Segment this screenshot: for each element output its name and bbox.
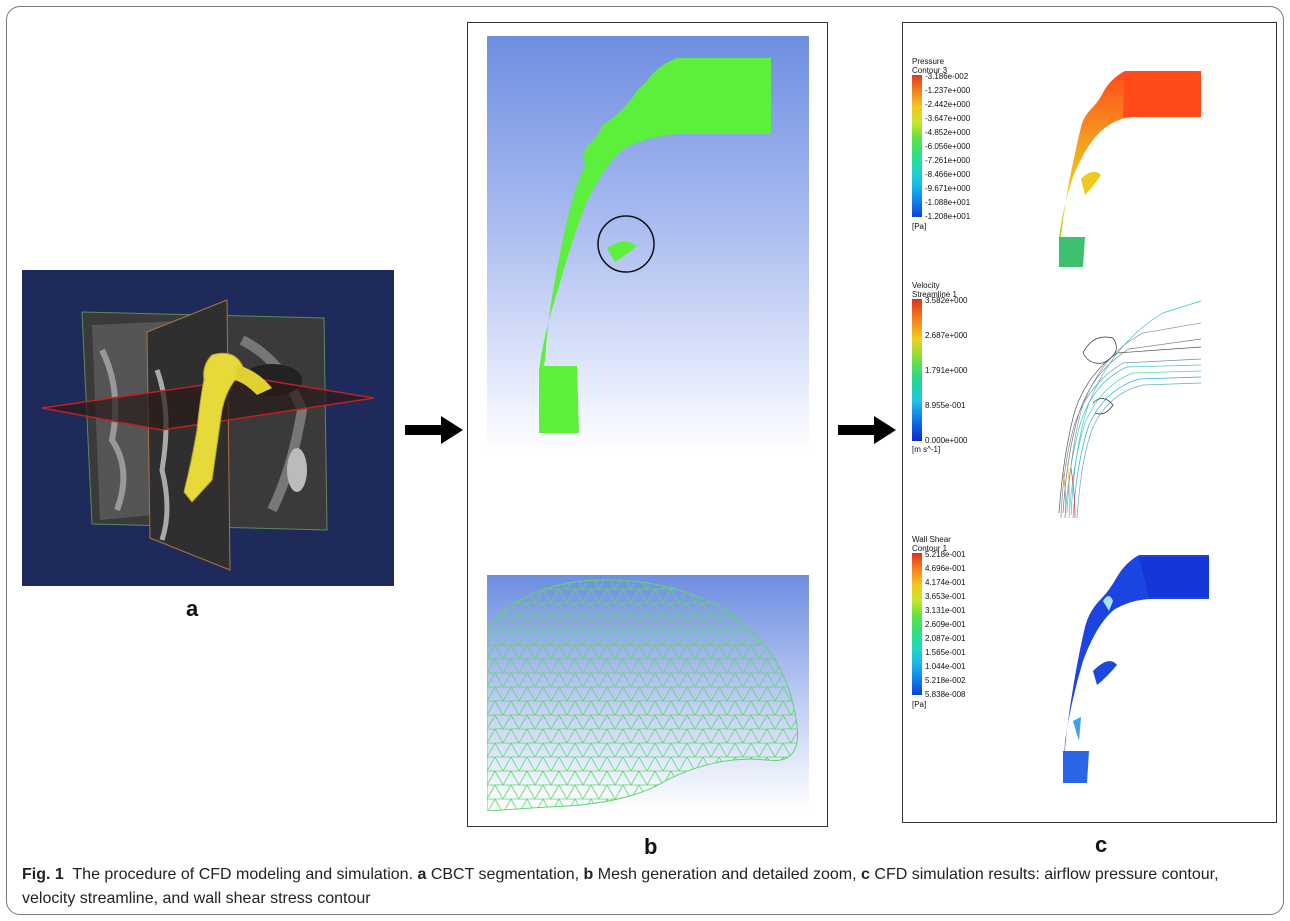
legend-tick-label: 8.955e-001 [925, 401, 966, 410]
right-arrow-icon [405, 416, 463, 444]
velocity-streamline-image [1058, 300, 1202, 519]
figure-frame [6, 6, 1284, 915]
legend-tick-label: 3.582e+000 [925, 296, 968, 305]
mesh-wireframe-graphic [487, 579, 799, 811]
caption-label-b: b [583, 866, 594, 883]
legend-tick-label: -9.671e+000 [925, 184, 971, 193]
legend-tick-label: -3.647e+000 [925, 114, 971, 123]
caption-intro: The procedure of CFD modeling and simula… [72, 866, 414, 883]
velocity-unit: [m s^-1] [912, 445, 941, 454]
cbct-segmentation-image [22, 270, 394, 586]
panel-label-b: b [644, 834, 658, 859]
caption-figure-label: Fig. 1 [22, 866, 64, 883]
legend-tick-label: -1.208e+001 [925, 212, 971, 221]
pressure-color-scale [912, 75, 922, 217]
mesh-panel [467, 22, 828, 827]
legend-tick-label: 4.174e-001 [925, 578, 966, 587]
legend-tick-label: 1.044e-001 [925, 662, 966, 671]
panel-label-c: c [1095, 832, 1108, 857]
right-arrow-icon [838, 416, 896, 444]
pressure-legend-title: Pressure Contour 3 [912, 57, 948, 75]
caption-label-c: c [861, 866, 870, 883]
legend-tick-label: 3.653e-001 [925, 592, 966, 601]
legend-tick-label: 3.131e-001 [925, 606, 966, 615]
legend-tick-label: 5.218e-002 [925, 676, 966, 685]
wall-shear-color-scale [912, 553, 922, 695]
legend-tick-label: 0.000e+000 [925, 436, 968, 445]
pressure-unit: [Pa] [912, 222, 927, 231]
caption-label-a: a [417, 866, 427, 883]
legend-tick-label: -1.088e+001 [925, 198, 971, 207]
legend-tick-label: 5.218e-001 [925, 550, 966, 559]
wall-shear-contour-image [1063, 555, 1209, 783]
caption-text-a: CBCT segmentation, [430, 866, 580, 883]
figure-caption: Fig. 1 The procedure of CFD modeling and… [22, 863, 1272, 911]
legend-tick-label: 1.565e-001 [925, 648, 966, 657]
mesh-zoom-image [487, 575, 809, 811]
legend-tick-label: -1.237e+000 [925, 86, 971, 95]
legend-tick-label: 2.087e-001 [925, 634, 966, 643]
cfd-results-panel: Pressure Contour 3 -3.186e-002 -1.237e+00… [902, 22, 1277, 823]
panel-label-a: a [186, 596, 199, 621]
velocity-legend-title: Velocity Streamline 1 [912, 281, 957, 299]
airway-mesh-graphic [539, 58, 771, 433]
wall-shear-legend-title: Wall Shear Contour 1 [912, 535, 951, 553]
airway-mesh-image [487, 36, 809, 451]
legend-tick-label: -6.056e+000 [925, 142, 971, 151]
legend-tick-label: 2.609e-001 [925, 620, 966, 629]
legend-tick-label: -3.186e-002 [925, 72, 969, 81]
caption-text-c: CFD simulation results: airflow pressure… [22, 866, 1219, 907]
legend-tick-label: -4.852e+000 [925, 128, 971, 137]
cbct-render-graphic [41, 299, 375, 571]
caption-text-b: Mesh generation and detailed zoom, [597, 866, 857, 883]
pressure-contour-image [1059, 71, 1201, 267]
legend-tick-label: 2.687e+000 [925, 331, 968, 340]
wall-shear-unit: [Pa] [912, 700, 927, 709]
legend-tick-label: 5.838e-008 [925, 690, 966, 699]
legend-tick-label: -7.261e+000 [925, 156, 971, 165]
legend-tick-label: -2.442e+000 [925, 100, 971, 109]
legend-tick-label: 4.696e-001 [925, 564, 966, 573]
legend-tick-label: 1.791e+000 [925, 366, 968, 375]
legend-tick-label: -8.466e+000 [925, 170, 971, 179]
velocity-color-scale [912, 299, 922, 441]
